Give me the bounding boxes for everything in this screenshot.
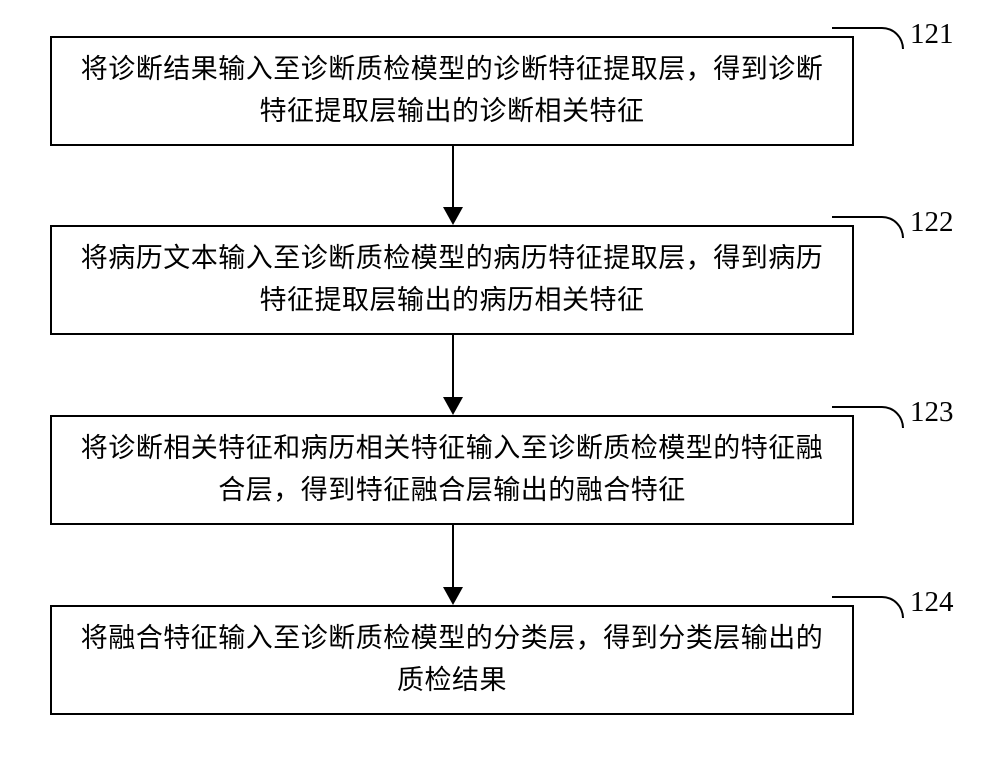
step-text: 将融合特征输入至诊断质检模型的分类层，得到分类层输出的质检结果 bbox=[80, 618, 824, 702]
arrow-line bbox=[452, 146, 454, 209]
step-text: 将诊断相关特征和病历相关特征输入至诊断质检模型的特征融合层，得到特征融合层输出的… bbox=[80, 428, 824, 512]
leader-line bbox=[832, 596, 904, 618]
step-text: 将诊断结果输入至诊断质检模型的诊断特征提取层，得到诊断特征提取层输出的诊断相关特… bbox=[80, 49, 824, 133]
step-box-121: 将诊断结果输入至诊断质检模型的诊断特征提取层，得到诊断特征提取层输出的诊断相关特… bbox=[50, 36, 854, 146]
step-text: 将病历文本输入至诊断质检模型的病历特征提取层，得到病历特征提取层输出的病历相关特… bbox=[80, 238, 824, 322]
step-box-122: 将病历文本输入至诊断质检模型的病历特征提取层，得到病历特征提取层输出的病历相关特… bbox=[50, 225, 854, 335]
flowchart-canvas: 将诊断结果输入至诊断质检模型的诊断特征提取层，得到诊断特征提取层输出的诊断相关特… bbox=[0, 0, 1000, 762]
arrow-line bbox=[452, 335, 454, 399]
arrow-head bbox=[443, 207, 463, 225]
arrow-head bbox=[443, 587, 463, 605]
leader-line bbox=[832, 216, 904, 238]
step-label-123: 123 bbox=[910, 396, 954, 429]
step-label-122: 122 bbox=[910, 206, 954, 239]
leader-line bbox=[832, 406, 904, 428]
step-label-121: 121 bbox=[910, 18, 954, 51]
leader-line bbox=[832, 27, 904, 49]
arrow-line bbox=[452, 525, 454, 589]
step-box-124: 将融合特征输入至诊断质检模型的分类层，得到分类层输出的质检结果 bbox=[50, 605, 854, 715]
step-box-123: 将诊断相关特征和病历相关特征输入至诊断质检模型的特征融合层，得到特征融合层输出的… bbox=[50, 415, 854, 525]
arrow-head bbox=[443, 397, 463, 415]
step-label-124: 124 bbox=[910, 586, 954, 619]
